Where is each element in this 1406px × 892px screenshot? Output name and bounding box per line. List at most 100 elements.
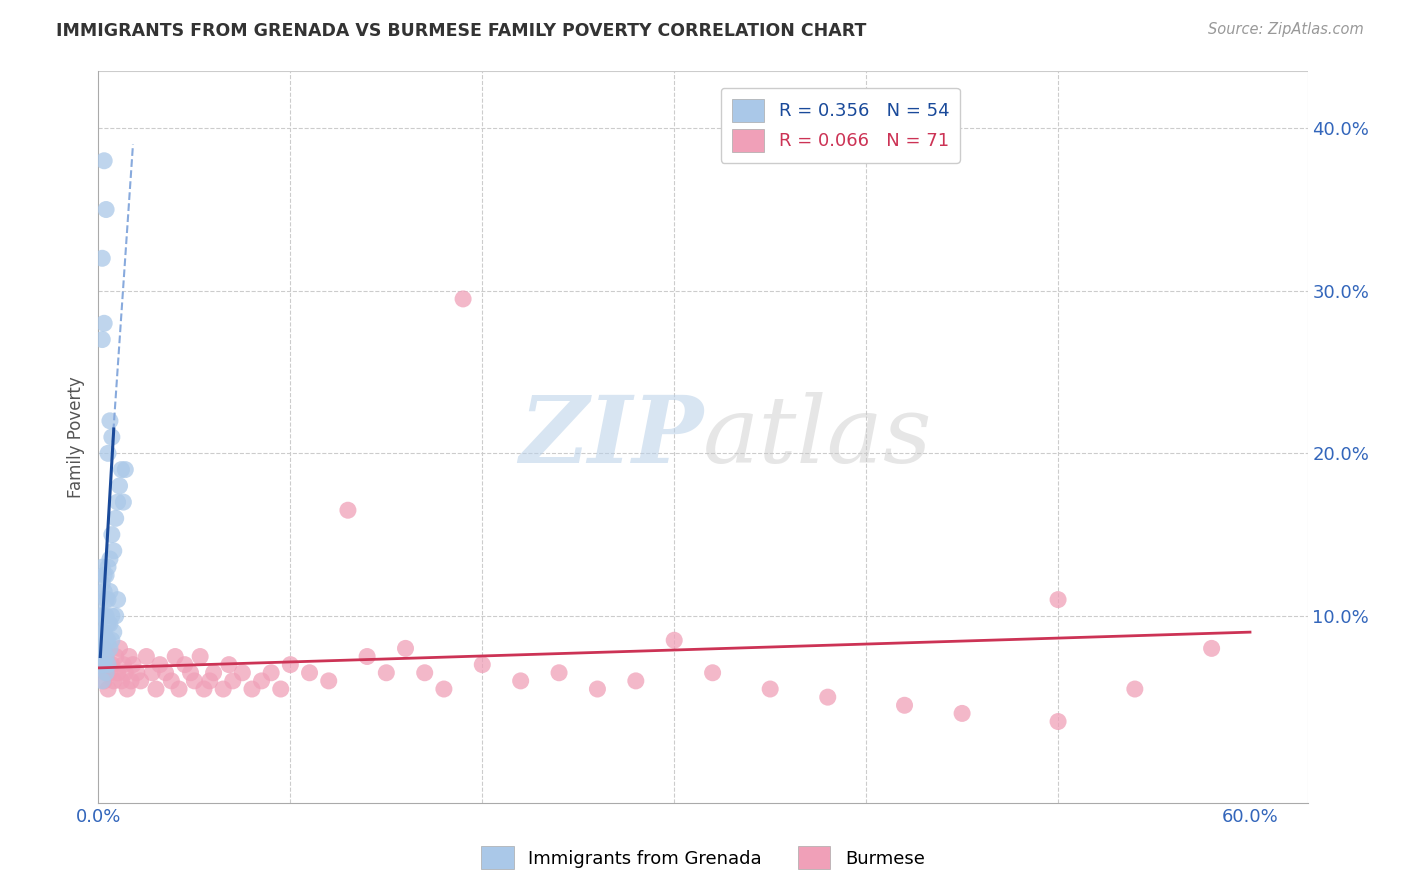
- Point: [93, 641, 115, 656]
- Point: [91, 649, 114, 664]
- Point: [103, 544, 125, 558]
- Point: [89, 592, 111, 607]
- Point: [89, 625, 111, 640]
- Point: [101, 633, 124, 648]
- Point: [413, 665, 436, 680]
- Legend: R = 0.356   N = 54, R = 0.066   N = 71: R = 0.356 N = 54, R = 0.066 N = 71: [721, 87, 960, 163]
- Point: [91, 333, 114, 347]
- Point: [702, 665, 724, 680]
- Point: [94, 649, 117, 664]
- Point: [167, 681, 190, 696]
- Point: [94, 202, 117, 217]
- Text: IMMIGRANTS FROM GRENADA VS BURMESE FAMILY POVERTY CORRELATION CHART: IMMIGRANTS FROM GRENADA VS BURMESE FAMIL…: [56, 22, 866, 40]
- Point: [240, 681, 263, 696]
- Point: [336, 503, 359, 517]
- Point: [91, 625, 114, 640]
- Point: [218, 657, 240, 672]
- Point: [93, 608, 115, 623]
- Point: [104, 649, 127, 664]
- Point: [101, 657, 124, 672]
- Point: [145, 681, 167, 696]
- Point: [98, 552, 121, 566]
- Point: [93, 153, 115, 168]
- Point: [122, 657, 145, 672]
- Point: [155, 665, 177, 680]
- Point: [91, 252, 114, 266]
- Point: [188, 649, 211, 664]
- Point: [193, 681, 215, 696]
- Point: [91, 576, 114, 591]
- Point: [222, 673, 245, 688]
- Point: [110, 673, 132, 688]
- Point: [149, 657, 172, 672]
- Point: [101, 608, 124, 623]
- Point: [97, 617, 120, 632]
- Point: [91, 657, 114, 672]
- Point: [97, 560, 120, 574]
- Point: [94, 665, 117, 680]
- Point: [98, 617, 121, 632]
- Point: [104, 608, 127, 623]
- Point: [93, 657, 115, 672]
- Point: [125, 665, 148, 680]
- Point: [91, 641, 114, 656]
- Point: [91, 673, 114, 688]
- Point: [108, 641, 131, 656]
- Point: [112, 495, 135, 509]
- Point: [97, 446, 120, 460]
- Point: [375, 665, 398, 680]
- Point: [94, 665, 117, 680]
- Point: [101, 430, 124, 444]
- Point: [180, 665, 202, 680]
- Y-axis label: Family Poverty: Family Poverty: [67, 376, 86, 498]
- Point: [231, 665, 253, 680]
- Point: [89, 608, 111, 623]
- Point: [165, 649, 187, 664]
- Point: [624, 673, 647, 688]
- Text: ZIP: ZIP: [519, 392, 703, 482]
- Point: [101, 527, 124, 541]
- Point: [548, 665, 571, 680]
- Legend: Immigrants from Grenada, Burmese: Immigrants from Grenada, Burmese: [472, 838, 934, 879]
- Point: [1123, 681, 1146, 696]
- Point: [433, 681, 456, 696]
- Point: [356, 649, 378, 664]
- Point: [120, 673, 142, 688]
- Point: [270, 681, 292, 696]
- Point: [471, 657, 494, 672]
- Point: [318, 673, 340, 688]
- Point: [260, 665, 283, 680]
- Point: [103, 673, 125, 688]
- Point: [98, 414, 121, 428]
- Point: [107, 665, 129, 680]
- Point: [280, 657, 302, 672]
- Point: [110, 462, 132, 476]
- Text: atlas: atlas: [703, 392, 932, 482]
- Point: [135, 649, 157, 664]
- Point: [97, 657, 120, 672]
- Point: [97, 592, 120, 607]
- Point: [198, 673, 221, 688]
- Point: [893, 698, 915, 713]
- Point: [93, 568, 115, 582]
- Point: [94, 649, 117, 664]
- Point: [112, 657, 135, 672]
- Point: [93, 641, 115, 656]
- Point: [212, 681, 235, 696]
- Point: [107, 592, 129, 607]
- Point: [298, 665, 321, 680]
- Point: [93, 625, 115, 640]
- Point: [98, 641, 121, 656]
- Point: [97, 633, 120, 648]
- Point: [141, 665, 163, 680]
- Point: [173, 657, 195, 672]
- Point: [107, 495, 129, 509]
- Point: [129, 673, 152, 688]
- Point: [1047, 592, 1070, 607]
- Point: [94, 608, 117, 623]
- Point: [104, 511, 127, 525]
- Point: [97, 657, 120, 672]
- Point: [394, 641, 416, 656]
- Point: [183, 673, 205, 688]
- Point: [97, 681, 120, 696]
